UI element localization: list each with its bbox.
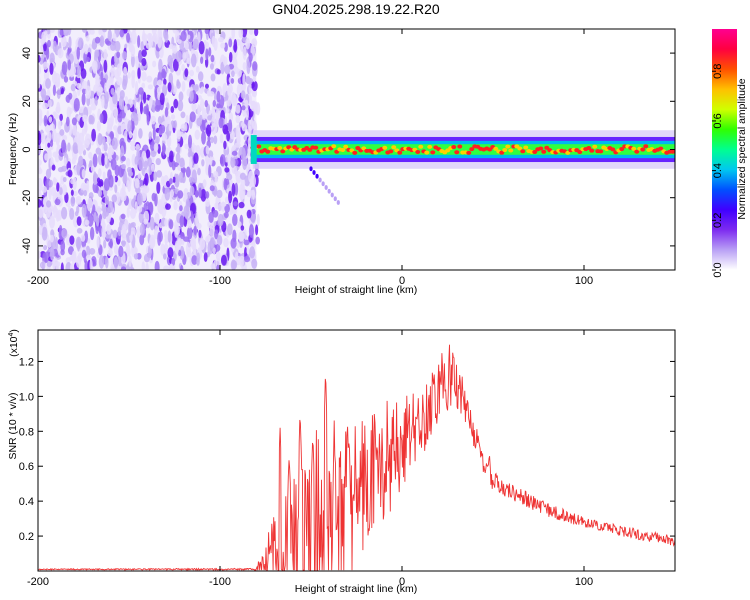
y-tick-label: -40	[21, 238, 33, 254]
spectrogram-x-ticks: -200 -100 0 100	[27, 29, 593, 287]
spectrogram-y-label: Frequency (Hz)	[7, 113, 19, 185]
snr-y-ticks: 0.2 0.4 0.6 0.8 1.0 1.2	[19, 356, 675, 543]
x-tick-label: -200	[27, 576, 49, 588]
x-tick-label: -100	[209, 576, 231, 588]
snr-series-line	[37, 344, 676, 572]
spectrogram-y-ticks: -40 -20 0 20 40	[21, 47, 675, 254]
x-tick-label: -100	[209, 275, 231, 287]
snr-frame	[37, 329, 676, 572]
colorbar-gradient	[712, 29, 737, 270]
y-tick-label: 0	[21, 146, 33, 152]
spectrogram-x-label: Height of straight line (km)	[295, 284, 418, 296]
snr-panel: -200 -100 0 100 0.2 0.4 0.6 0.8 1.0 1.2 Height o…	[7, 329, 676, 595]
spectrogram-image	[38, 29, 675, 270]
y-tick-label: 20	[21, 95, 33, 107]
y-tick-label: 40	[21, 47, 33, 59]
colorbar: 0.0 0.2 0.4 0.6 0.8 Normalized spectral ampl…	[712, 29, 748, 278]
snr-plot-area	[37, 344, 676, 572]
colorbar-tick-label: 0.8	[712, 64, 724, 79]
colorbar-tick-label: 0.0	[712, 262, 724, 277]
y-tick-label: 0.4	[19, 496, 34, 508]
colorbar-tick-label: 0.6	[712, 113, 724, 128]
colorbar-tick-label: 0.2	[712, 213, 724, 228]
y-tick-label: 0.6	[19, 461, 34, 473]
colorbar-ticks: 0.0 0.2 0.4 0.6 0.8	[712, 64, 724, 278]
y-tick-label: 1.2	[19, 356, 34, 368]
x-tick-label: -200	[27, 275, 49, 287]
y-tick-label: 0.8	[19, 426, 34, 438]
y-tick-label: -20	[21, 190, 33, 206]
y-tick-label: 1.0	[19, 391, 34, 403]
y-tick-label: 0.2	[19, 531, 34, 543]
snr-x-ticks: -200 -100 0 100	[27, 330, 593, 588]
figure-title: GN04.2025.298.19.22.R20	[272, 1, 440, 17]
snr-y-label: SNR (10 * v/v)	[7, 392, 19, 459]
snr-x-label: Height of straight line (km)	[295, 583, 418, 595]
colorbar-label: Normalized spectral amplitude	[736, 78, 748, 219]
snr-scale-label: (x104)	[8, 329, 20, 357]
colorbar-tick-label: 0.4	[712, 163, 724, 178]
x-tick-label: 0	[399, 275, 405, 287]
x-tick-label: 0	[399, 576, 405, 588]
spectrogram-plot-area	[38, 29, 675, 270]
x-tick-label: 100	[575, 576, 593, 588]
x-tick-label: 100	[575, 275, 593, 287]
